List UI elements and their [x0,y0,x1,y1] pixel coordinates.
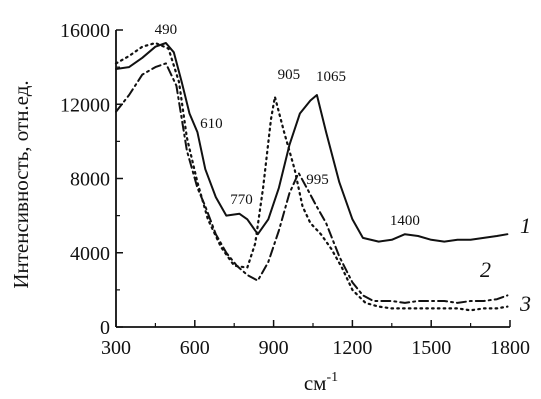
y-tick-label: 8000 [70,169,110,191]
series-1-label: 1 [520,213,531,238]
y-axis-label: Интенсивность, отн.ед. [9,80,33,288]
y-tick-label: 4000 [70,243,110,265]
x-axis-label-superscript: -1 [326,370,338,385]
series-3-label: 3 [519,291,531,316]
x-axis-label: см-1 [304,370,338,395]
series-layer [114,41,509,312]
peak-label-905: 905 [278,67,301,83]
peak-label-1400: 1400 [390,213,420,229]
series-2-label: 2 [480,257,491,282]
series-2-line [114,41,509,312]
peak-label-995: 995 [306,172,329,188]
x-tick-label: 1500 [411,337,451,359]
tick-layer: 300 600 900 1200 1500 1800 0 4000 8000 12000 16000 [60,20,530,359]
x-tick-label: 600 [180,337,210,359]
axis-label-layer: 1 2 3 см-1 Интенсивность, отн.ед. [9,80,531,395]
y-tick-label: 16000 [60,20,110,42]
peak-label-610: 610 [200,116,223,132]
peak-label-490: 490 [155,22,178,38]
annotation-layer: 490 610 770 905 1065 995 1400 [155,22,420,229]
x-tick-label: 1200 [332,337,372,359]
x-tick-label: 900 [259,337,289,359]
x-tick-label: 1800 [490,337,530,359]
y-tick-label: 12000 [60,94,110,116]
y-tick-label: 0 [100,317,110,339]
peak-label-1065: 1065 [316,69,346,85]
series-1-line [115,42,509,243]
series-3-line [115,62,509,304]
peak-label-770: 770 [230,192,253,208]
x-tick-label: 300 [101,337,131,359]
